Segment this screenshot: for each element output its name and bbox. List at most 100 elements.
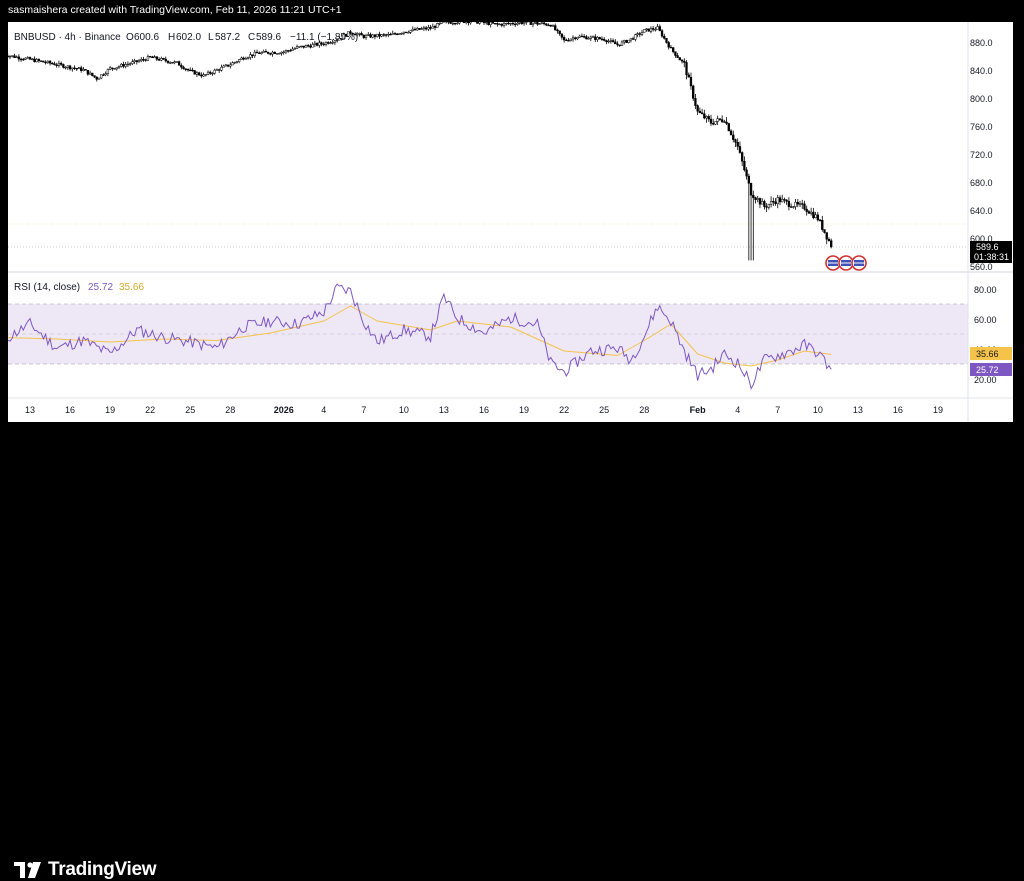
candle-body: [572, 38, 574, 39]
candle: [695, 94, 697, 109]
candle: [203, 73, 205, 77]
candle-body: [174, 62, 176, 63]
candle-body: [677, 56, 679, 58]
candle: [815, 212, 817, 218]
candle: [11, 55, 13, 57]
candle: [232, 61, 234, 65]
candle-body: [795, 202, 797, 206]
candle-body: [205, 74, 207, 75]
candle: [254, 50, 256, 58]
event-flags[interactable]: [826, 256, 866, 270]
candle: [499, 23, 501, 25]
candle: [572, 35, 574, 42]
candle-body: [176, 62, 178, 63]
candle: [697, 104, 699, 115]
candle-body: [561, 34, 563, 38]
us-flag-icon[interactable]: [826, 256, 840, 270]
candle-body: [45, 62, 47, 63]
time-axis-label: 7: [775, 405, 780, 415]
candle: [312, 42, 314, 47]
candle: [554, 24, 556, 31]
candle-body: [87, 70, 89, 74]
candle: [699, 108, 701, 114]
candle: [512, 22, 514, 26]
candle: [129, 62, 131, 66]
candle: [36, 58, 38, 62]
candle: [218, 69, 220, 73]
time-axis-label: 4: [735, 405, 740, 415]
candle: [405, 32, 407, 33]
time-axis-label: Feb: [690, 405, 707, 415]
candle-body: [761, 201, 763, 204]
candle-body: [350, 32, 352, 34]
candle-body: [772, 201, 774, 202]
us-flag-icon[interactable]: [852, 256, 866, 270]
candle-body: [755, 198, 757, 200]
candle-body: [98, 78, 100, 79]
candle: [229, 62, 231, 68]
candle-body: [56, 65, 58, 66]
candle: [372, 34, 374, 38]
candle: [730, 129, 732, 135]
candle: [287, 50, 289, 53]
candle-body: [654, 29, 656, 30]
candle-body: [83, 69, 85, 70]
candle-body: [234, 62, 236, 63]
price-tick: 760.0: [970, 122, 993, 132]
candle-body: [525, 22, 527, 23]
candle-body: [606, 40, 608, 41]
candle: [358, 33, 360, 37]
candle: [109, 66, 111, 70]
candle: [25, 57, 27, 60]
candle: [149, 56, 151, 57]
tradingview-logo[interactable]: TradingView: [14, 859, 156, 881]
candle-body: [717, 119, 719, 122]
candle: [78, 67, 80, 69]
candle: [136, 60, 138, 64]
price-tick: 680.0: [970, 178, 993, 188]
candle: [743, 156, 745, 171]
candle-body: [263, 51, 265, 52]
chart-svg[interactable]: BNBUSD · 4h · Binance O 600.6 H 602.0 L …: [8, 22, 1013, 422]
candle: [810, 208, 812, 216]
candle: [732, 131, 734, 143]
candle: [470, 22, 472, 25]
tradingview-logo-icon: [14, 862, 42, 878]
candle: [674, 52, 676, 58]
candle-body: [22, 59, 24, 60]
candle: [387, 32, 389, 37]
candle-body: [140, 59, 142, 60]
candle: [401, 32, 403, 34]
candle: [361, 31, 363, 35]
candle: [550, 25, 552, 27]
candle-body: [786, 200, 788, 201]
candle-body: [109, 68, 111, 70]
candle: [180, 63, 182, 69]
candle: [269, 53, 271, 56]
candle-body: [334, 41, 336, 43]
candle: [27, 56, 29, 59]
candle: [100, 74, 102, 79]
candle: [174, 60, 176, 64]
candle: [56, 63, 58, 68]
time-axis-label: 13: [25, 405, 35, 415]
candle-body: [692, 86, 694, 98]
candle: [666, 38, 668, 44]
candle: [272, 51, 274, 57]
candle-body: [390, 34, 392, 35]
candle-body: [180, 65, 182, 67]
candle-body: [405, 32, 407, 33]
candle: [456, 22, 458, 25]
candle: [752, 191, 754, 261]
us-flag-icon[interactable]: [839, 256, 853, 270]
candle: [479, 22, 481, 25]
candle: [723, 120, 725, 123]
candle-body: [539, 24, 541, 25]
time-axis-label: 2026: [274, 405, 294, 415]
candle: [325, 41, 327, 46]
candle-body: [521, 22, 523, 23]
candle-body: [183, 67, 185, 69]
candle: [376, 34, 378, 37]
candle: [34, 56, 36, 62]
